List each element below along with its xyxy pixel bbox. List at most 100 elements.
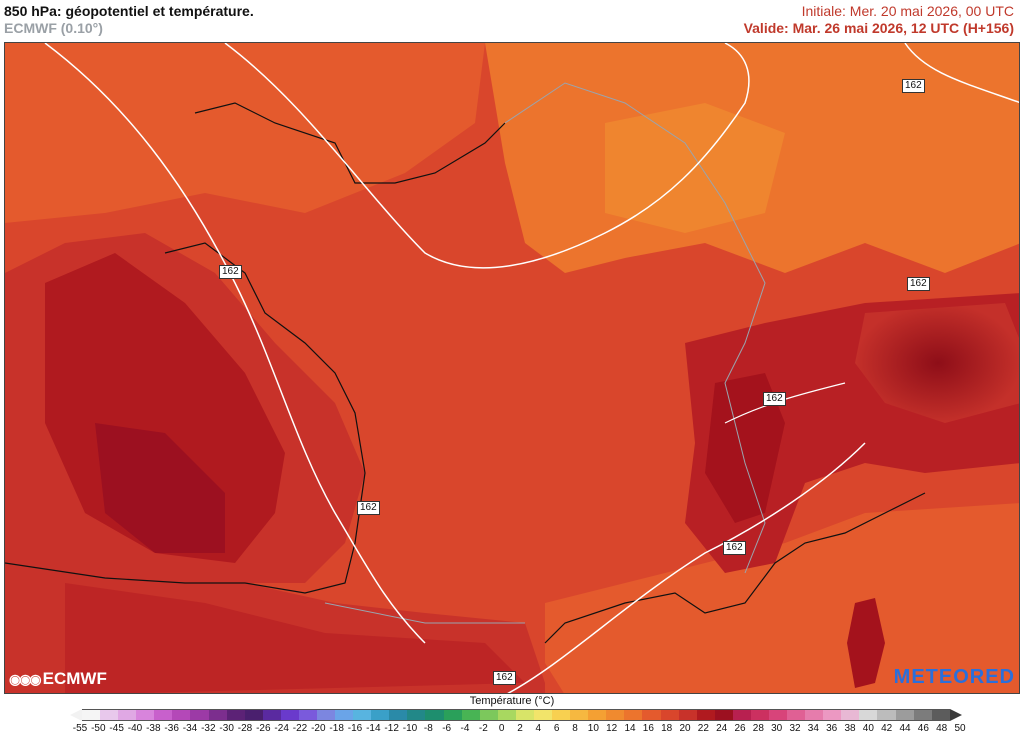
valid-time: Valide: Mar. 26 mai 2026, 12 UTC (H+156) xyxy=(743,20,1014,36)
legend-tick-label: -34 xyxy=(182,723,198,734)
legend-swatch xyxy=(606,710,625,720)
legend-tick-label: 28 xyxy=(752,723,764,734)
legend-swatch xyxy=(335,710,354,720)
mediterranean-area xyxy=(545,503,1019,693)
contour-label: 162 xyxy=(723,541,746,555)
legend-tick-label: -20 xyxy=(311,723,326,734)
legend-title: Température (°C) xyxy=(469,695,555,707)
legend-tick-label: -38 xyxy=(146,723,161,734)
legend-tick-label: -28 xyxy=(237,723,253,734)
legend-swatch xyxy=(226,710,245,720)
coastlines xyxy=(5,102,926,644)
legend-tick-label: 50 xyxy=(954,723,966,734)
legend-swatch xyxy=(425,710,444,720)
legend-swatch xyxy=(515,710,534,720)
legend-tick-label: -14 xyxy=(366,723,381,734)
legend-swatch xyxy=(298,710,318,720)
weather-map[interactable]: 162 162 162 162 162 162 162 ◉◉◉ ECMWF ME… xyxy=(4,42,1020,694)
legend-tick-label: -8 xyxy=(423,723,433,734)
legend-tick-label: -18 xyxy=(329,723,344,734)
legend-tick-label: -12 xyxy=(384,723,399,734)
legend-swatch xyxy=(317,710,336,720)
legend-swatch xyxy=(696,710,715,720)
map-canvas xyxy=(5,43,1019,693)
legend-swatch xyxy=(154,710,173,720)
legend-swatch xyxy=(787,710,806,720)
legend-tick-label: 46 xyxy=(917,723,929,734)
legend-swatch xyxy=(642,710,661,720)
biscay-hot-core xyxy=(95,423,225,553)
legend-swatch xyxy=(497,710,516,720)
legend-swatch xyxy=(244,710,263,720)
legend-swatch xyxy=(588,710,607,720)
geopotential-contour-west xyxy=(44,43,426,644)
legend-tick-label: 16 xyxy=(642,723,654,734)
legend-tick-label: -24 xyxy=(274,723,289,734)
legend-swatch xyxy=(389,710,408,720)
legend-tick-label: -45 xyxy=(109,723,124,734)
legend-tick-label: -26 xyxy=(256,723,271,734)
contour-label: 162 xyxy=(493,671,516,685)
map-title: 850 hPa: géopotentiel et température. xyxy=(4,3,254,19)
legend-swatch xyxy=(461,710,480,720)
legend-swatch xyxy=(280,710,299,720)
legend-tick-label: 14 xyxy=(624,723,636,734)
meteored-logo: METEORED xyxy=(893,666,1015,688)
legend-swatch xyxy=(877,710,896,720)
ecmwf-dots-icon: ◉◉◉ xyxy=(9,670,42,687)
legend-swatch xyxy=(407,710,426,720)
legend-tick-label: 40 xyxy=(862,723,874,734)
contour-label: 162 xyxy=(219,265,242,279)
legend-tick-label: 6 xyxy=(553,723,560,734)
legend-swatch xyxy=(208,710,227,720)
french-alps-core xyxy=(705,373,785,523)
legend-tick-label: 20 xyxy=(679,723,691,734)
geopotential-contour-south xyxy=(507,442,866,693)
legend-tick-label: 30 xyxy=(771,723,783,734)
ecmwf-logo: ◉◉◉ ECMWF xyxy=(9,669,107,688)
legend-swatch xyxy=(479,710,498,720)
legend-tick-label: 36 xyxy=(826,723,838,734)
legend-tick-label: 22 xyxy=(697,723,709,734)
legend-swatch xyxy=(136,710,155,720)
swiss-alps-core xyxy=(855,303,1019,423)
channel-area xyxy=(5,43,485,223)
legend-tick-label: 10 xyxy=(587,723,599,734)
legend-swatch xyxy=(931,710,950,720)
legend-swatch xyxy=(714,710,733,720)
legend-tick-label: 42 xyxy=(881,723,893,734)
legend-tick-label: -2 xyxy=(478,723,488,734)
legend-swatch xyxy=(768,710,788,720)
legend-tick-label: -10 xyxy=(402,723,418,734)
contour-label: 162 xyxy=(907,277,930,291)
init-time: Initiale: Mer. 20 mai 2026, 00 UTC xyxy=(801,3,1014,19)
legend-swatch xyxy=(841,710,860,720)
legend-swatch xyxy=(823,710,842,720)
country-borders xyxy=(324,82,766,624)
legend-tick-label: -36 xyxy=(164,723,179,734)
geopotential-contour-north xyxy=(224,43,750,269)
legend-tick-label: 38 xyxy=(844,723,856,734)
legend-tick-label: 0 xyxy=(498,723,505,734)
legend-tick-label: -40 xyxy=(127,723,143,734)
legend-color-bar xyxy=(82,709,950,721)
contour-label: 162 xyxy=(357,501,380,515)
legend-swatch xyxy=(533,710,553,720)
legend-swatch xyxy=(118,710,137,720)
legend-swatch xyxy=(805,710,824,720)
legend-swatch xyxy=(678,710,697,720)
legend-tick-label: 26 xyxy=(734,723,746,734)
legend-tick-label: 12 xyxy=(606,723,618,734)
legend-swatch xyxy=(750,710,769,720)
champagne-warm-area xyxy=(605,103,785,233)
legend-swatch xyxy=(172,710,191,720)
legend-tick-label: 24 xyxy=(716,723,728,734)
legend-swatch xyxy=(443,710,462,720)
legend-tick-label: -30 xyxy=(219,723,234,734)
legend-tick-label: -4 xyxy=(460,723,470,734)
legend-ticks: -55 -50 -45 -40 -38 -36 -34 -32 -30 -28 -26 -24 -22-… xyxy=(73,723,966,735)
legend-swatch xyxy=(732,710,751,720)
legend-swatch xyxy=(895,710,914,720)
legend-tick-label: 34 xyxy=(807,723,819,734)
legend-tick-label: 2 xyxy=(517,723,523,734)
